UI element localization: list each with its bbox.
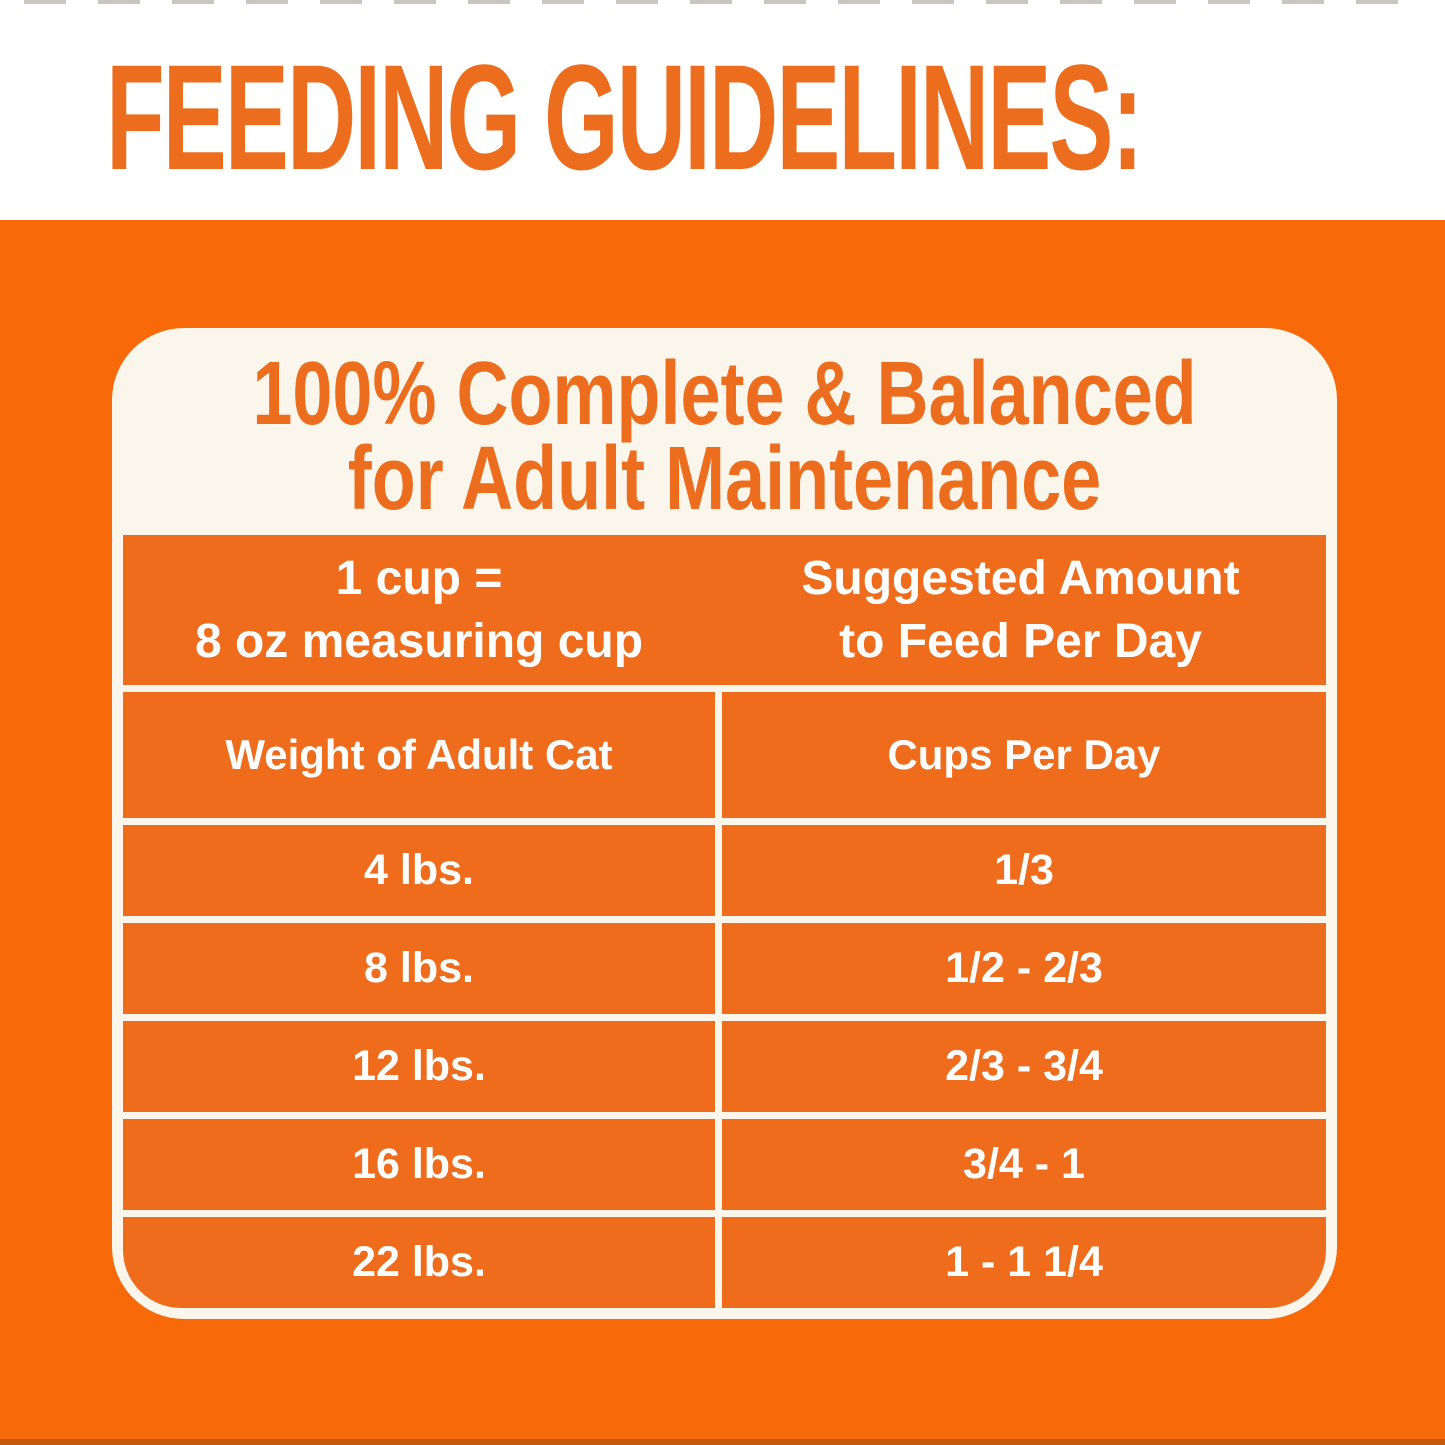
weight-cell: 22 lbs. [123, 1217, 715, 1308]
table-header-right: Suggested Amount to Feed Per Day [715, 547, 1326, 674]
guidelines-card: 100% Complete & Balanced for Adult Maint… [112, 328, 1337, 1319]
table-row: 4 lbs. 1/3 [123, 825, 1326, 916]
header-right-line1: Suggested Amount [801, 551, 1240, 605]
card-heading-line2: for Adult Maintenance [347, 429, 1102, 529]
bottom-crop-artifact [0, 1439, 1445, 1445]
feeding-table: 1 cup = 8 oz measuring cup Suggested Amo… [123, 535, 1326, 1308]
title-band: FEEDING GUIDELINES: [0, 0, 1445, 220]
header-right-line2: to Feed Per Day [839, 615, 1202, 668]
weight-cell: 4 lbs. [123, 825, 715, 916]
table-row: 8 lbs. 1/2 - 2/3 [123, 923, 1326, 1014]
weight-cell: 8 lbs. [123, 923, 715, 1014]
table-row: 12 lbs. 2/3 - 3/4 [123, 1021, 1326, 1112]
header-left-line2: 8 oz measuring cup [194, 615, 644, 668]
table-row: 22 lbs. 1 - 1 1/4 [123, 1217, 1326, 1308]
table-header-row: 1 cup = 8 oz measuring cup Suggested Amo… [123, 535, 1326, 685]
column-header-cups: Cups Per Day [722, 692, 1326, 818]
top-crop-artifact [24, 0, 1423, 4]
column-header-row: Weight of Adult Cat Cups Per Day [123, 692, 1326, 818]
weight-cell: 12 lbs. [123, 1021, 715, 1112]
card-heading: 100% Complete & Balanced for Adult Maint… [243, 339, 1205, 535]
cups-cell: 2/3 - 3/4 [722, 1021, 1326, 1112]
column-header-weight: Weight of Adult Cat [123, 692, 715, 818]
table-header-left: 1 cup = 8 oz measuring cup [123, 547, 715, 674]
weight-cell: 16 lbs. [123, 1119, 715, 1210]
table-row: 16 lbs. 3/4 - 1 [123, 1119, 1326, 1210]
header-left-line1: 1 cup = [335, 551, 503, 605]
cups-cell: 3/4 - 1 [722, 1119, 1326, 1210]
cups-cell: 1 - 1 1/4 [722, 1217, 1326, 1308]
page-title: FEEDING GUIDELINES: [106, 32, 1144, 201]
cups-cell: 1/3 [722, 825, 1326, 916]
card-heading-line1: 100% Complete & Balanced [252, 343, 1197, 444]
cups-cell: 1/2 - 2/3 [722, 923, 1326, 1014]
